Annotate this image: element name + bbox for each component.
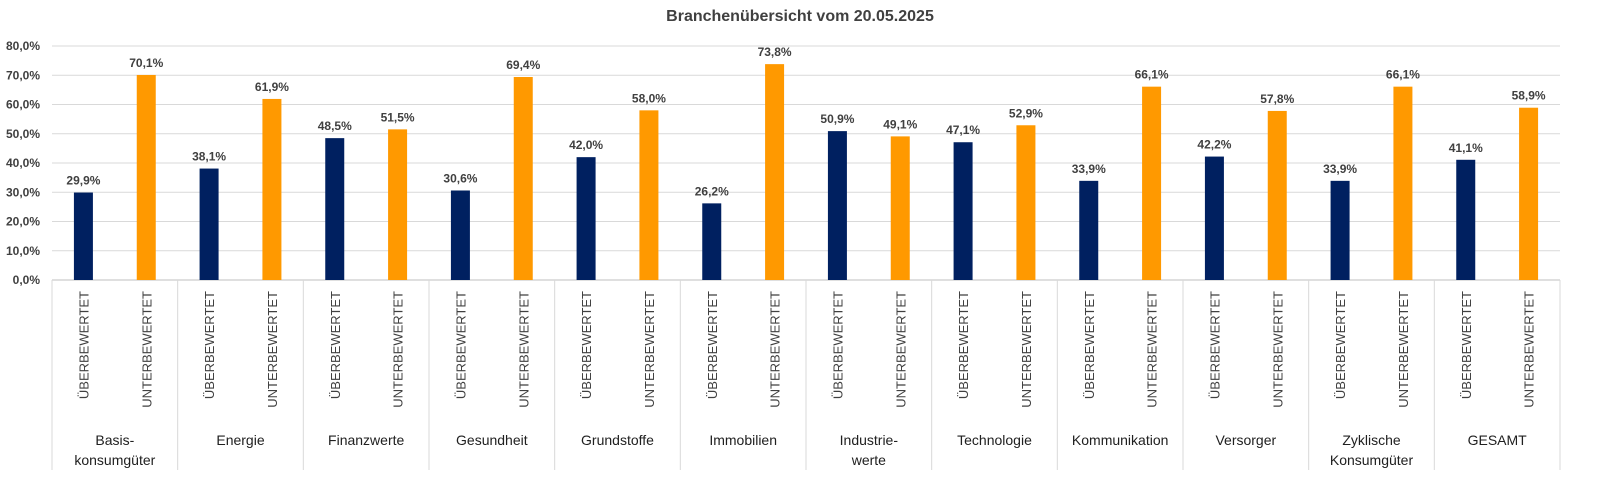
data-label: 51,5%	[381, 110, 415, 124]
y-tick-label: 10,0%	[6, 244, 40, 258]
data-label: 66,1%	[1386, 68, 1420, 82]
series-category-label: UNTERBEWERTET	[893, 291, 908, 408]
series-category-label: ÜBERBEWERTET	[328, 291, 343, 399]
data-label: 66,1%	[1135, 68, 1169, 82]
group-label: Versorger	[1215, 432, 1276, 448]
bar-ueberbewertet	[199, 168, 219, 280]
data-label: 38,1%	[192, 150, 226, 164]
group-label: Finanzwerte	[328, 432, 404, 448]
bar-unterbewertet	[1016, 125, 1036, 280]
bar-ueberbewertet	[827, 131, 847, 280]
data-label: 33,9%	[1072, 162, 1106, 176]
data-label: 50,9%	[820, 112, 854, 126]
series-category-label: ÜBERBEWERTET	[956, 291, 971, 399]
y-tick-label: 30,0%	[6, 185, 40, 199]
bar-unterbewertet	[1393, 86, 1413, 280]
data-label: 73,8%	[758, 45, 792, 59]
bar-ueberbewertet	[953, 142, 973, 280]
bar-unterbewertet	[513, 77, 533, 280]
bar-unterbewertet	[1142, 86, 1162, 280]
data-label: 30,6%	[443, 171, 477, 185]
bar-unterbewertet	[136, 74, 156, 281]
series-category-label: UNTERBEWERTET	[1522, 291, 1537, 408]
bar-unterbewertet	[890, 136, 910, 280]
data-label: 48,5%	[318, 119, 352, 133]
bar-ueberbewertet	[1456, 159, 1476, 280]
y-tick-label: 20,0%	[6, 215, 40, 229]
data-label: 26,2%	[695, 184, 729, 198]
group-label: Kommunikation	[1072, 432, 1169, 448]
data-label: 41,1%	[1449, 141, 1483, 155]
series-category-label: ÜBERBEWERTET	[1459, 291, 1474, 399]
series-category-label: ÜBERBEWERTET	[1082, 291, 1097, 399]
series-category-label: UNTERBEWERTET	[1270, 291, 1285, 408]
data-label: 49,1%	[883, 117, 917, 131]
series-category-label: UNTERBEWERTET	[265, 291, 280, 408]
series-category-label: ÜBERBEWERTET	[830, 291, 845, 399]
group-label: Gesundheit	[456, 432, 528, 448]
data-label: 61,9%	[255, 80, 289, 94]
group-label: Technologie	[957, 432, 1032, 448]
group-label: GESAMT	[1468, 432, 1528, 448]
group-label: werte	[851, 452, 886, 468]
group-label: Zyklische	[1342, 432, 1401, 448]
group-label: konsumgüter	[74, 452, 155, 468]
group-label: Grundstoffe	[581, 432, 654, 448]
series-category-label: UNTERBEWERTET	[139, 291, 154, 408]
data-label: 69,4%	[506, 58, 540, 72]
series-category-label: UNTERBEWERTET	[391, 291, 406, 408]
y-tick-label: 0,0%	[13, 273, 41, 287]
series-category-label: ÜBERBEWERTET	[76, 291, 91, 399]
bar-ueberbewertet	[450, 190, 470, 280]
bar-ueberbewertet	[325, 138, 345, 280]
data-label: 42,0%	[569, 138, 603, 152]
y-tick-label: 40,0%	[6, 156, 40, 170]
data-label: 42,2%	[1197, 138, 1231, 152]
group-label: Basis-	[95, 432, 134, 448]
series-category-label: ÜBERBEWERTET	[705, 291, 720, 399]
group-label: Immobilien	[709, 432, 777, 448]
bar-ueberbewertet	[576, 157, 596, 280]
y-tick-label: 50,0%	[6, 127, 40, 141]
y-tick-label: 60,0%	[6, 98, 40, 112]
data-label: 58,0%	[632, 91, 666, 105]
series-category-label: ÜBERBEWERTET	[1207, 291, 1222, 399]
series-category-label: ÜBERBEWERTET	[202, 291, 217, 399]
series-category-label: UNTERBEWERTET	[768, 291, 783, 408]
series-category-label: UNTERBEWERTET	[516, 291, 531, 408]
data-label: 70,1%	[129, 56, 163, 70]
series-category-label: UNTERBEWERTET	[1396, 291, 1411, 408]
series-category-label: ÜBERBEWERTET	[453, 291, 468, 399]
series-category-label: UNTERBEWERTET	[642, 291, 657, 408]
bar-ueberbewertet	[1204, 156, 1224, 280]
y-tick-label: 70,0%	[6, 68, 40, 82]
bar-unterbewertet	[639, 110, 659, 280]
bar-unterbewertet	[1519, 107, 1539, 280]
bar-ueberbewertet	[702, 203, 722, 280]
bar-ueberbewertet	[73, 192, 93, 280]
bar-ueberbewertet	[1330, 180, 1350, 280]
bar-unterbewertet	[262, 98, 282, 280]
group-label: Konsumgüter	[1330, 452, 1414, 468]
series-category-label: ÜBERBEWERTET	[579, 291, 594, 399]
bar-unterbewertet	[765, 64, 785, 280]
data-label: 29,9%	[66, 174, 100, 188]
data-label: 58,9%	[1512, 89, 1546, 103]
data-label: 57,8%	[1260, 92, 1294, 106]
bar-ueberbewertet	[1079, 180, 1099, 280]
bar-unterbewertet	[388, 129, 408, 280]
series-category-label: ÜBERBEWERTET	[1333, 291, 1348, 399]
data-label: 52,9%	[1009, 106, 1043, 120]
group-label: Energie	[216, 432, 264, 448]
bar-unterbewertet	[1267, 110, 1287, 280]
data-label: 47,1%	[946, 123, 980, 137]
series-category-label: UNTERBEWERTET	[1145, 291, 1160, 408]
group-label: Industrie-	[840, 432, 899, 448]
y-tick-label: 80,0%	[6, 39, 40, 53]
series-category-label: UNTERBEWERTET	[1019, 291, 1034, 408]
data-label: 33,9%	[1323, 162, 1357, 176]
chart-title: Branchenübersicht vom 20.05.2025	[666, 8, 934, 25]
